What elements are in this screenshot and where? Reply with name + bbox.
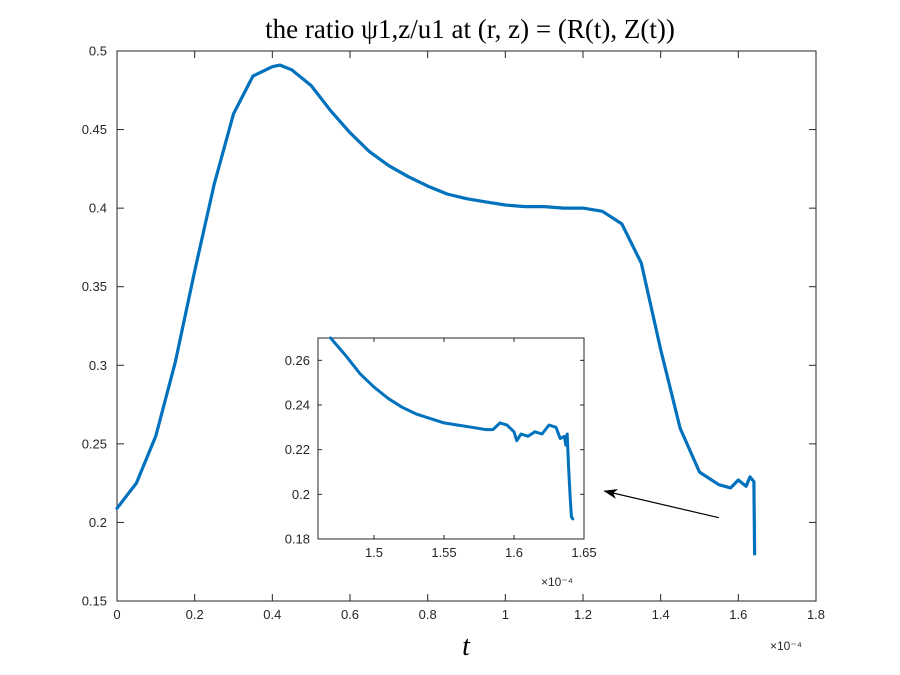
y-tick-label: 0.24: [285, 398, 310, 413]
main-x-exponent: ×10⁻⁴: [770, 639, 802, 653]
y-tick-label: 0.2: [89, 515, 107, 530]
y-tick-label: 0.4: [89, 201, 107, 216]
main-ticks: 0 0.2 0.4 0.6 0.8 1 1.2 1.4 1.6 1.8 0.15 0.2 0.25 0.3…: [82, 44, 825, 623]
y-tick-label: 0.18: [285, 532, 310, 547]
y-tick-label: 0.25: [82, 436, 107, 451]
x-tick-label: 1.55: [431, 545, 456, 560]
y-tick-label: 0.26: [285, 353, 310, 368]
x-tick-label: 1.6: [729, 607, 747, 622]
series-line-0: [115, 63, 757, 556]
x-tick-label: 1.6: [505, 545, 523, 560]
y-tick-label: 0.5: [89, 44, 107, 59]
x-tick-label: 1: [502, 607, 509, 622]
y-tick-label: 0.2: [292, 487, 310, 502]
inset-plot-frame: [317, 337, 585, 540]
x-axis-label: t: [462, 631, 471, 662]
x-tick-label: 1.5: [365, 545, 383, 560]
x-tick-label: 0.8: [419, 607, 437, 622]
x-tick-label: 1.8: [807, 607, 825, 622]
y-tick-label: 0.35: [82, 279, 107, 294]
x-tick-label: 1.4: [652, 607, 670, 622]
y-tick-label: 0.45: [82, 122, 107, 137]
chart-title: the ratio ψ1,z/u1 at (r, z) = (R(t), Z(t…: [265, 14, 675, 44]
series-line-0: [329, 336, 575, 521]
inset-x-exponent: ×10⁻⁴: [541, 575, 573, 589]
inset-axes: 1.5 1.55 1.6 1.65 0.18 0.2 0.22 0.24 0.26: [285, 336, 597, 560]
y-tick-label: 0.15: [82, 594, 107, 609]
main-series: [115, 63, 757, 556]
annotation-arrow: [603, 489, 720, 519]
x-tick-label: 1.65: [571, 545, 596, 560]
y-tick-label: 0.3: [89, 358, 107, 373]
inset-ticks: 1.5 1.55 1.6 1.65 0.18 0.2 0.22 0.24 0.26: [285, 338, 597, 560]
y-tick-label: 0.22: [285, 442, 310, 457]
x-tick-label: 0.4: [263, 607, 281, 622]
x-tick-label: 0.2: [186, 607, 204, 622]
inset-series: [329, 336, 575, 521]
x-tick-label: 0: [113, 607, 120, 622]
x-tick-label: 0.6: [341, 607, 359, 622]
x-tick-label: 1.2: [574, 607, 592, 622]
